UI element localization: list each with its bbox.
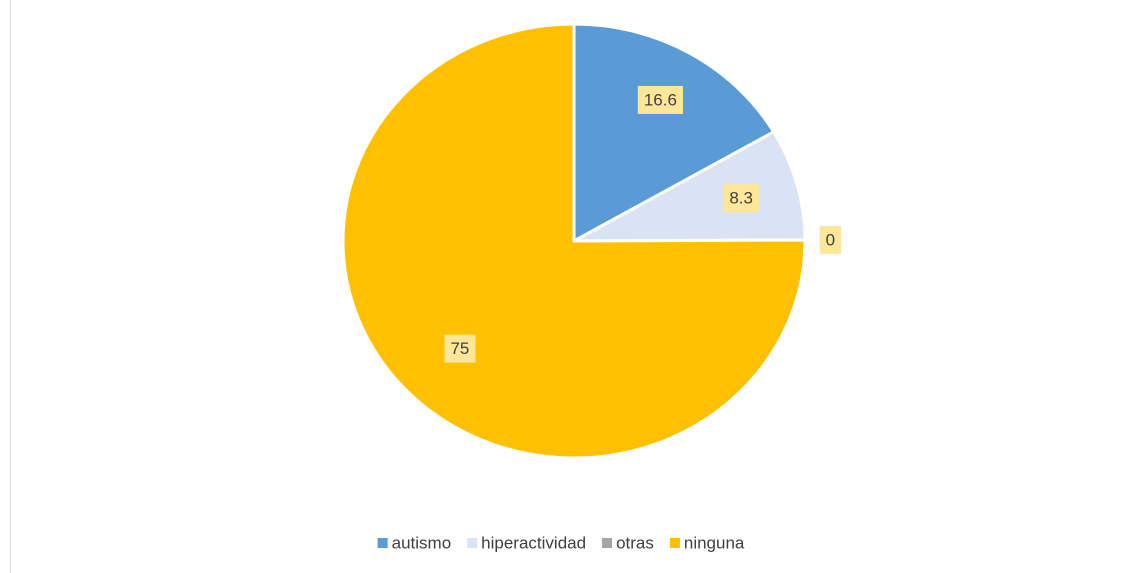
data-label: 16.6 xyxy=(637,85,683,114)
legend-label: ninguna xyxy=(684,533,745,552)
data-label-box xyxy=(723,184,759,213)
legend-label: autismo xyxy=(392,533,452,552)
legend-marker xyxy=(467,538,478,548)
pie-slice xyxy=(572,22,776,244)
data-label-text: 8.3 xyxy=(729,189,753,208)
data-label: 8.3 xyxy=(723,184,759,213)
legend-label: otras xyxy=(616,533,654,552)
data-label: 75 xyxy=(444,334,476,363)
legend: autismo hiperactividad otras ninguna xyxy=(377,533,745,552)
data-label-text: 75 xyxy=(450,339,469,358)
data-label: 0 xyxy=(819,225,842,254)
legend-marker xyxy=(669,538,680,548)
data-label-box xyxy=(637,85,683,114)
data-label-text: 16.6 xyxy=(644,90,677,109)
legend-marker xyxy=(377,538,388,548)
data-label-box xyxy=(819,225,842,254)
legend-marker xyxy=(602,538,613,548)
legend-label: hiperactividad xyxy=(481,533,586,552)
data-label-box xyxy=(444,334,476,363)
data-label-text: 0 xyxy=(826,230,835,249)
pie-slice xyxy=(573,129,807,243)
